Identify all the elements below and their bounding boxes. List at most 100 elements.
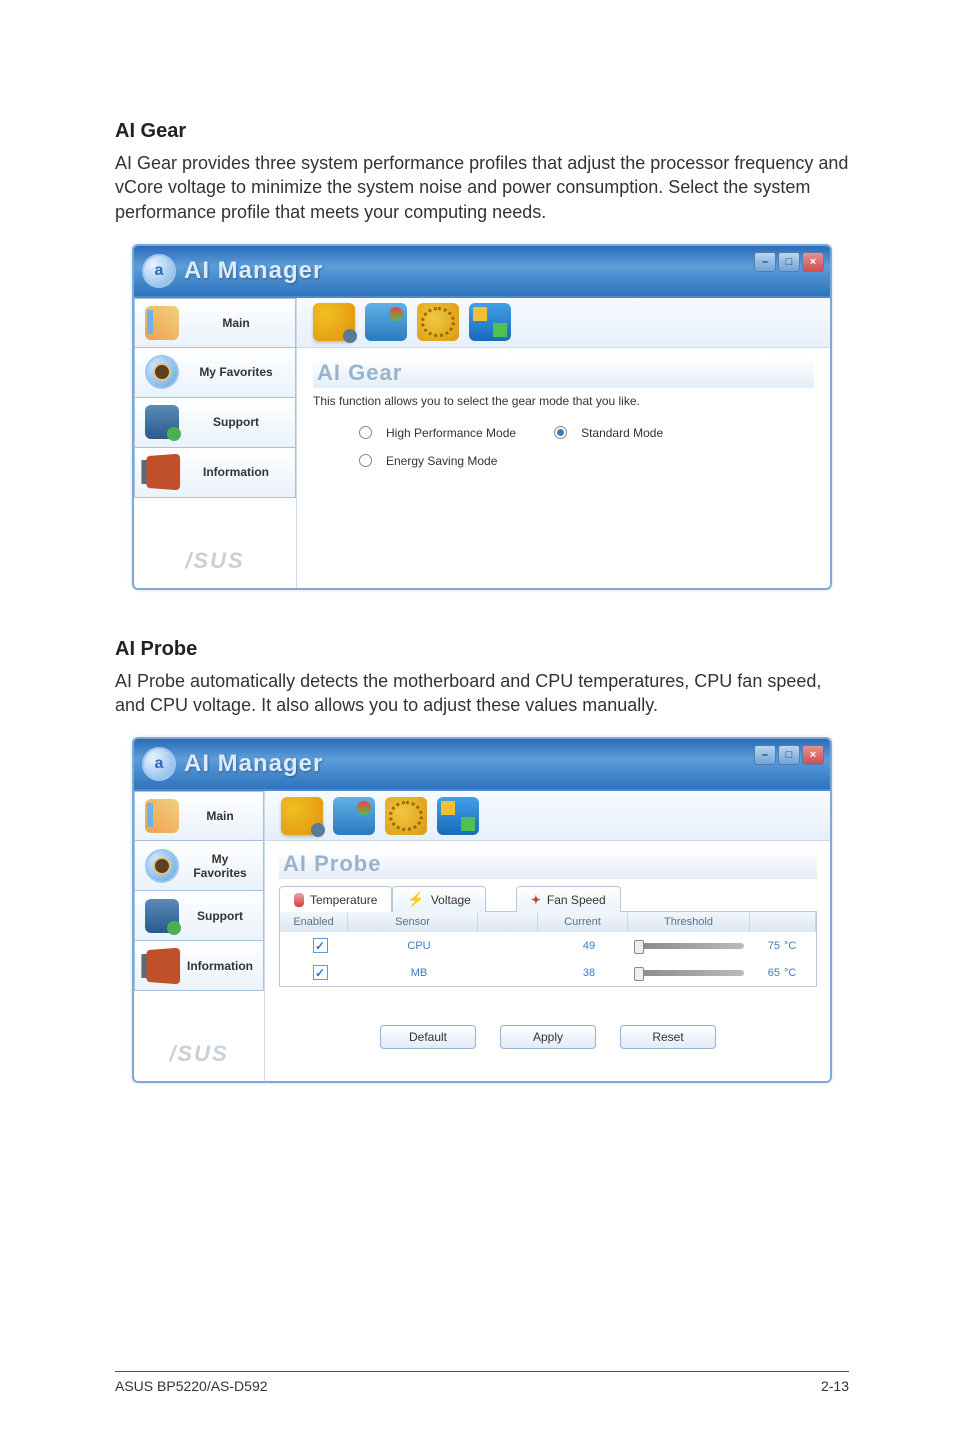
sidebar: Main My Favorites Support Information /S… [134, 791, 264, 1081]
toolbar-button-3[interactable] [385, 797, 427, 835]
paragraph-ai-probe: AI Probe automatically detects the mothe… [115, 669, 849, 718]
sidebar-item-label: Information [187, 959, 253, 973]
toolbar [265, 791, 831, 841]
sidebar-item-information[interactable]: Information [134, 448, 296, 498]
close-button[interactable]: × [802, 745, 824, 765]
table-row: ✓ MB 38 65 °C [280, 959, 816, 986]
apply-button[interactable]: Apply [500, 1025, 596, 1049]
toolbar-button-3[interactable] [417, 303, 459, 341]
sidebar-item-label: My Favorites [187, 365, 285, 379]
sensor-table: Enabled Sensor Current Threshold ✓ CPU 4… [279, 911, 817, 987]
minimize-button[interactable]: – [754, 745, 776, 765]
toolbar [297, 298, 830, 348]
window-titlebar: a AI Manager – □ × [134, 739, 830, 791]
radio-label: High Performance Mode [386, 426, 516, 440]
sidebar-item-label: Support [187, 909, 253, 923]
tab-voltage[interactable]: ⚡ Voltage [392, 886, 485, 912]
window-title: AI Manager [184, 750, 323, 778]
col-enabled: Enabled [280, 912, 348, 932]
support-icon [145, 405, 179, 439]
radio-label: Energy Saving Mode [386, 454, 497, 468]
col-sensor: Sensor [348, 912, 478, 932]
tab-label: Voltage [431, 893, 471, 907]
screenshot-ai-probe: a AI Manager – □ × Main My Favorites Sup… [132, 737, 832, 1083]
radio-standard[interactable] [554, 426, 567, 439]
sidebar-item-favorites[interactable]: My Favorites [134, 841, 264, 891]
unit: °C [780, 967, 810, 979]
sidebar-item-label: Main [187, 316, 285, 330]
screenshot-ai-gear: a AI Manager – □ × Main My Favorites Sup… [132, 244, 832, 590]
panel-description: This function allows you to select the g… [313, 394, 814, 408]
tab-label: Fan Speed [547, 893, 606, 907]
threshold-slider-cpu[interactable] [634, 943, 744, 949]
toolbar-button-1[interactable] [281, 797, 323, 835]
footer-model: ASUS BP5220/AS-D592 [115, 1378, 268, 1394]
col-threshold: Threshold [628, 912, 750, 932]
footer-page-number: 2-13 [821, 1378, 849, 1394]
threshold-value: 75 [744, 940, 780, 952]
checkbox-mb[interactable]: ✓ [313, 965, 328, 980]
sidebar-item-favorites[interactable]: My Favorites [134, 348, 296, 398]
brand-logo: /SUS [134, 498, 296, 588]
sensor-current: 49 [544, 940, 634, 952]
close-button[interactable]: × [802, 252, 824, 272]
sensor-name: CPU [354, 940, 484, 952]
threshold-slider-mb[interactable] [634, 970, 744, 976]
window-title: AI Manager [184, 257, 323, 285]
heading-ai-gear: AI Gear [115, 120, 849, 143]
reset-button[interactable]: Reset [620, 1025, 716, 1049]
checkbox-cpu[interactable]: ✓ [313, 938, 328, 953]
sidebar-item-information[interactable]: Information [134, 941, 264, 991]
sidebar-item-label: Information [187, 465, 285, 479]
default-button[interactable]: Default [380, 1025, 476, 1049]
radio-high-performance[interactable] [359, 426, 372, 439]
information-icon [146, 454, 180, 491]
information-icon [146, 948, 180, 985]
col-current: Current [538, 912, 628, 932]
window-titlebar: a AI Manager – □ × [134, 246, 830, 298]
sensor-current: 38 [544, 967, 634, 979]
tab-label: Temperature [310, 893, 377, 907]
app-logo-icon: a [142, 254, 176, 288]
sidebar-item-label: My Favorites [187, 852, 253, 880]
support-icon [145, 899, 179, 933]
radio-label: Standard Mode [581, 426, 663, 440]
maximize-button[interactable]: □ [778, 252, 800, 272]
sidebar-item-support[interactable]: Support [134, 891, 264, 941]
minimize-button[interactable]: – [754, 252, 776, 272]
tab-fan-speed[interactable]: ✦ Fan Speed [516, 886, 621, 912]
toolbar-button-2[interactable] [333, 797, 375, 835]
favorites-icon [145, 355, 179, 389]
toolbar-button-1[interactable] [313, 303, 355, 341]
sidebar-item-label: Main [187, 809, 253, 823]
radio-energy-saving[interactable] [359, 454, 372, 467]
sidebar-item-support[interactable]: Support [134, 398, 296, 448]
sidebar-item-main[interactable]: Main [134, 791, 264, 841]
table-header: Enabled Sensor Current Threshold [280, 912, 816, 932]
app-logo-icon: a [142, 747, 176, 781]
sidebar-item-label: Support [187, 415, 285, 429]
temperature-icon [294, 893, 304, 907]
asus-logo-text: /SUS [185, 548, 244, 574]
sidebar-item-main[interactable]: Main [134, 298, 296, 348]
page-footer: ASUS BP5220/AS-D592 2-13 [115, 1371, 849, 1394]
main-icon [145, 799, 179, 833]
favorites-icon [145, 849, 179, 883]
main-icon [145, 306, 179, 340]
tab-temperature[interactable]: Temperature [279, 886, 392, 912]
voltage-icon: ⚡ [407, 891, 424, 908]
sidebar: Main My Favorites Support Information /S… [134, 298, 296, 588]
heading-ai-probe: AI Probe [115, 638, 849, 661]
toolbar-button-4[interactable] [437, 797, 479, 835]
toolbar-button-4[interactable] [469, 303, 511, 341]
toolbar-button-2[interactable] [365, 303, 407, 341]
unit: °C [780, 940, 810, 952]
panel-title: AI Gear [313, 358, 814, 388]
asus-logo-text: /SUS [169, 1041, 228, 1067]
table-row: ✓ CPU 49 75 °C [280, 932, 816, 959]
sensor-name: MB [354, 967, 484, 979]
fan-icon: ✦ [531, 893, 541, 907]
threshold-value: 65 [744, 967, 780, 979]
maximize-button[interactable]: □ [778, 745, 800, 765]
panel-title: AI Probe [279, 849, 817, 879]
